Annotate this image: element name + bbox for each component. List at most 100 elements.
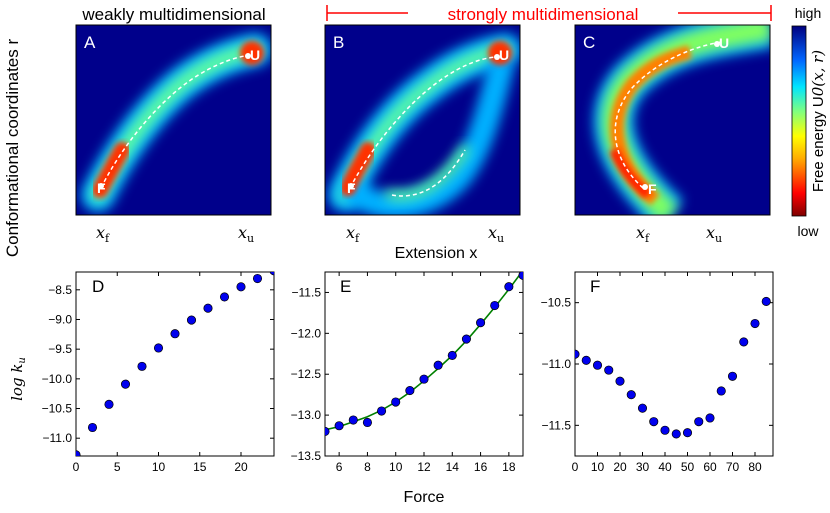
- panel-e-xtick-label: 10: [389, 460, 403, 474]
- panel-e-data-point: [518, 272, 523, 280]
- panel-a-heatmap: [76, 25, 271, 215]
- panel-f-data-point: [604, 365, 614, 375]
- xf-a: xf: [96, 223, 110, 245]
- panel-b-u-point: [494, 54, 500, 60]
- panel-d-xtick-label: 0: [73, 460, 80, 474]
- panel-e-fit-line: [325, 272, 523, 431]
- panel-d-xtick-label: 10: [152, 460, 166, 474]
- panel-f-data-point: [649, 417, 659, 427]
- panel-e-data-point: [405, 386, 415, 396]
- panel-f-chart: 0 10 20 30 40 50 60 70 80 −11.5 −11.0 −10.5: [541, 271, 774, 474]
- panel-e-ytick-label: −13.5: [291, 449, 322, 463]
- panel-c-f-label: F: [648, 181, 657, 197]
- panel-d-data-point: [104, 399, 114, 409]
- panel-e-frame: [324, 271, 524, 457]
- panel-f-xtick-label: 80: [748, 460, 762, 474]
- panel-d-xtick-label: 15: [193, 460, 207, 474]
- colorbar-high-label: high: [795, 5, 821, 21]
- panel-f-data-point: [772, 278, 773, 281]
- panel-f-data-point: [575, 349, 580, 359]
- panel-f-ytick-label: −11.5: [542, 418, 572, 432]
- panel-e-data-point: [362, 417, 372, 428]
- panel-e-xtick-label: 8: [364, 460, 371, 474]
- panel-f-frame: [574, 271, 774, 457]
- panel-d-data-point: [203, 303, 213, 313]
- panel-c-u-point: [714, 41, 720, 47]
- panel-a-u-label: U: [250, 47, 260, 63]
- panel-a-frame: [75, 24, 272, 216]
- panel-f-xtick-label: 30: [636, 460, 650, 474]
- panel-e-data-point: [447, 350, 457, 360]
- panel-c-heatmap: [575, 25, 770, 215]
- panel-d-data-point: [76, 450, 81, 456]
- strong-bracket: [326, 5, 772, 21]
- panel-f-data-point: [761, 296, 771, 306]
- panel-e-chart: 6 8 10 12 14 16 18 −13.5 −13.0 −12.5 −12.0 −11.5: [291, 271, 524, 474]
- panel-b-f-label: F: [347, 180, 356, 196]
- panel-e-data-point: [325, 426, 330, 437]
- panel-f-data-point: [750, 318, 760, 329]
- panel-f-xtick-label: 10: [591, 460, 605, 474]
- panel-f-data-point: [727, 371, 738, 381]
- panel-f-xtick-label: 70: [726, 460, 740, 474]
- panel-e-xtick-label: 12: [417, 460, 431, 474]
- panel-e-data-point: [476, 318, 486, 328]
- panel-f-ytick-label: −11.0: [542, 357, 572, 371]
- panel-e-data-point: [377, 406, 387, 416]
- panel-e-xtick-label: 6: [336, 460, 343, 474]
- xf-b: xf: [346, 223, 360, 245]
- panel-f-xtick-label: 40: [658, 460, 672, 474]
- strong-label: strongly multidimensional: [448, 5, 639, 24]
- panel-a-f-point: [98, 183, 104, 189]
- panel-d-ytick-label: −10.5: [42, 402, 73, 416]
- panel-d-ytick-label: −11.0: [43, 431, 73, 445]
- panel-f-data-point: [626, 390, 636, 400]
- panel-f-data-point: [637, 403, 648, 413]
- panel-e-xtick-label: 14: [446, 460, 460, 474]
- panel-b-u-label: U: [499, 47, 509, 63]
- panel-d-xtick-label: 5: [114, 460, 121, 474]
- panel-f-data-point: [581, 355, 591, 365]
- panel-d-letter: D: [92, 277, 104, 296]
- panel-c-u-label: U: [719, 35, 729, 51]
- panel-a-u-point: [245, 53, 251, 59]
- colorbar: [791, 25, 807, 217]
- force-axis-label: Force: [404, 489, 445, 506]
- panel-d-ytick-label: −8.5: [48, 283, 72, 297]
- panel-d-data-point: [87, 422, 98, 433]
- xu-a: xu: [238, 223, 254, 245]
- panel-d-data-point: [269, 272, 274, 276]
- panel-f-data-point: [716, 386, 726, 396]
- panel-b-f-point: [348, 183, 354, 189]
- panel-d-data-point: [252, 273, 263, 284]
- panel-b-frame: [324, 24, 521, 216]
- panel-e-data-point: [419, 374, 429, 384]
- top-xtick-labels: xf xu xf xu xf xu: [96, 223, 722, 245]
- panel-d-data-point: [153, 343, 164, 353]
- xf-c: xf: [636, 223, 650, 245]
- panel-e-ytick-label: −13.0: [291, 408, 322, 422]
- panel-f-data-point: [592, 360, 603, 370]
- panel-f-data-point: [660, 425, 670, 435]
- panel-e-data-point: [348, 415, 358, 425]
- panel-d-chart: 0 5 10 15 20 −11.0 −10.5 −10.0 −9.5 −9.0 −8.5: [42, 271, 275, 474]
- panel-d-data-point: [219, 292, 230, 302]
- panel-d-ytick-label: −9.5: [48, 342, 72, 356]
- panel-a-letter: A: [84, 33, 96, 52]
- panel-e-data-point: [433, 360, 443, 370]
- panel-e-xtick-label: 18: [502, 460, 516, 474]
- panel-c-frame: [574, 24, 771, 216]
- extension-axis-label: Extension x: [395, 245, 478, 262]
- panel-d-data-point: [186, 315, 197, 325]
- panel-d-frame: [75, 271, 275, 457]
- panel-d-data-point: [236, 282, 246, 292]
- panel-e-letter: E: [340, 277, 351, 296]
- logk-axis-label: log ku: [8, 357, 28, 401]
- panel-e-ytick-label: −11.5: [292, 285, 322, 299]
- panel-e-data-point: [334, 421, 344, 431]
- xu-b: xu: [488, 223, 504, 245]
- colorbar-low-label: low: [797, 223, 819, 239]
- panel-d-data-point: [120, 379, 131, 389]
- panel-f-xtick-label: 60: [703, 460, 717, 474]
